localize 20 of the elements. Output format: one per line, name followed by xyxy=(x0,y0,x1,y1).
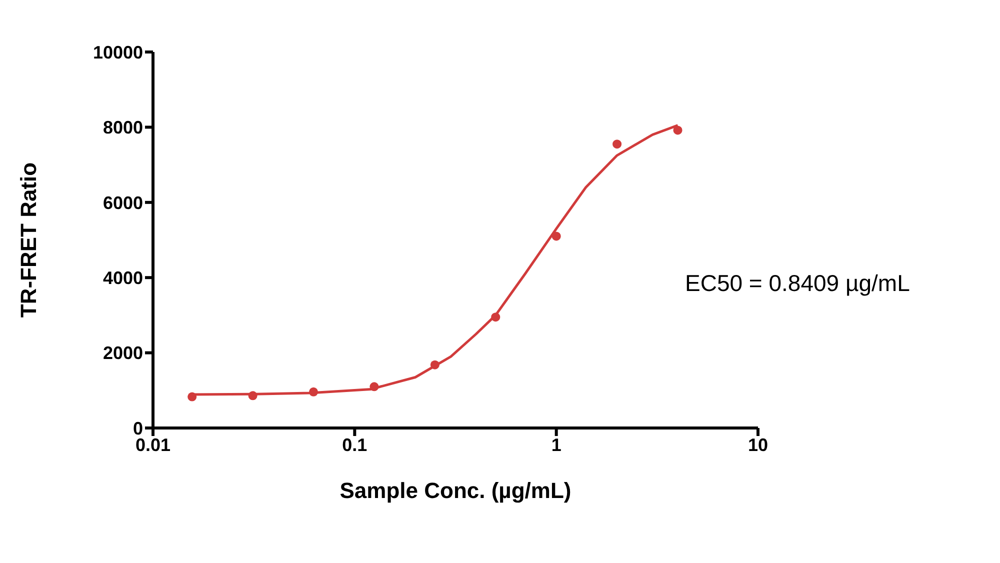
point xyxy=(248,391,258,400)
y-tick-label: 8000 xyxy=(102,118,143,138)
x-axis-title: Sample Conc. (µg/mL) xyxy=(340,478,572,503)
point xyxy=(370,382,379,392)
point xyxy=(491,312,500,322)
point xyxy=(552,232,561,241)
x-tick-label: 1 xyxy=(551,434,562,455)
y-tick-label: 10000 xyxy=(92,42,143,62)
x-tick-label: 10 xyxy=(748,434,768,455)
x-tick-label: 0.1 xyxy=(342,434,368,455)
point xyxy=(430,360,440,370)
point xyxy=(188,392,197,402)
annotation: EC50 = 0.8409 µg/mL xyxy=(685,270,910,297)
y-tick-label: 2000 xyxy=(102,343,143,364)
point xyxy=(673,126,682,135)
point xyxy=(612,140,622,149)
point xyxy=(308,387,318,396)
y-tick-label: 6000 xyxy=(102,192,143,213)
y-axis-title: TR-FRET Ratio xyxy=(16,162,41,318)
y-tick-label: 4000 xyxy=(102,268,143,288)
